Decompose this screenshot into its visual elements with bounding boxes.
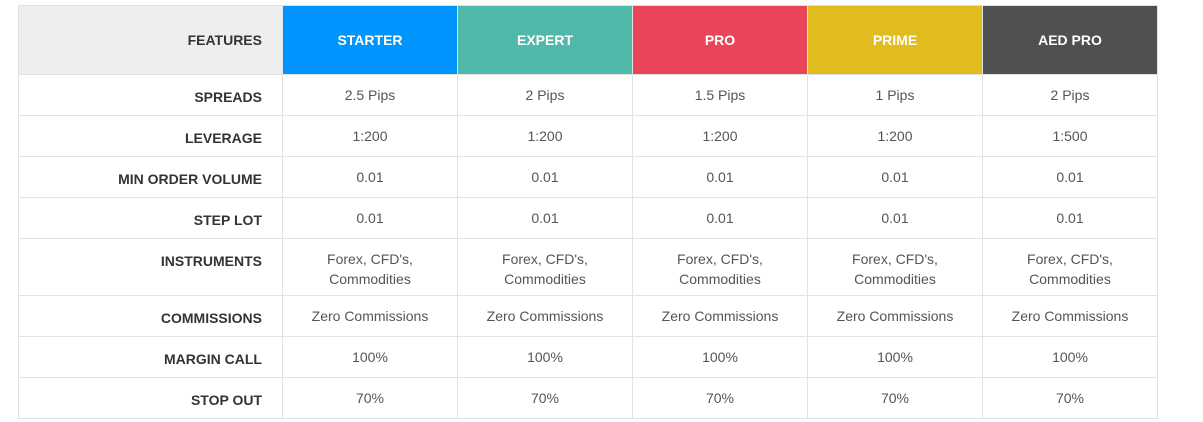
table-cell: Zero Commissions bbox=[982, 295, 1158, 337]
table-cell: 0.01 bbox=[982, 197, 1158, 239]
table-cell: Forex, CFD's, Commodities bbox=[282, 238, 458, 296]
table-cell: 0.01 bbox=[807, 156, 983, 198]
table-cell: 70% bbox=[457, 377, 633, 419]
table-cell: 70% bbox=[807, 377, 983, 419]
row-label: MIN ORDER VOLUME bbox=[18, 156, 283, 198]
plan-header-aed-pro: AED PRO bbox=[982, 5, 1158, 75]
features-header: FEATURES bbox=[18, 5, 283, 75]
table-cell: Zero Commissions bbox=[632, 295, 808, 337]
table-cell: 0.01 bbox=[807, 197, 983, 239]
table-cell: 2 Pips bbox=[457, 74, 633, 116]
row-label: STEP LOT bbox=[18, 197, 283, 239]
row-leverage: LEVERAGE 1:200 1:200 1:200 1:200 1:500 bbox=[18, 115, 1158, 157]
table-cell: Zero Commissions bbox=[807, 295, 983, 337]
table-cell: 100% bbox=[982, 336, 1158, 378]
table-cell: Forex, CFD's, Commodities bbox=[632, 238, 808, 296]
table-cell: Forex, CFD's, Commodities bbox=[807, 238, 983, 296]
table-cell: Forex, CFD's, Commodities bbox=[457, 238, 633, 296]
table-cell: 100% bbox=[632, 336, 808, 378]
table-cell: 0.01 bbox=[457, 197, 633, 239]
plan-header-pro: PRO bbox=[632, 5, 808, 75]
table-cell: 2.5 Pips bbox=[282, 74, 458, 116]
row-label: INSTRUMENTS bbox=[18, 238, 283, 296]
table-cell: 0.01 bbox=[282, 197, 458, 239]
table-cell: 1:200 bbox=[807, 115, 983, 157]
table-cell: 0.01 bbox=[457, 156, 633, 198]
row-label: STOP OUT bbox=[18, 377, 283, 419]
table-cell: Zero Commissions bbox=[282, 295, 458, 337]
table-cell: 100% bbox=[457, 336, 633, 378]
table-cell: 1:200 bbox=[632, 115, 808, 157]
table-cell: 1:500 bbox=[982, 115, 1158, 157]
row-commissions: COMMISSIONS Zero Commissions Zero Commis… bbox=[18, 295, 1158, 337]
table-cell: 1.5 Pips bbox=[632, 74, 808, 116]
table-header-row: FEATURES STARTER EXPERT PRO PRIME AED PR… bbox=[18, 5, 1158, 75]
row-label: LEVERAGE bbox=[18, 115, 283, 157]
account-comparison-table: FEATURES STARTER EXPERT PRO PRIME AED PR… bbox=[18, 5, 1158, 419]
row-margin-call: MARGIN CALL 100% 100% 100% 100% 100% bbox=[18, 336, 1158, 378]
table-cell: 100% bbox=[807, 336, 983, 378]
table-cell: 0.01 bbox=[632, 197, 808, 239]
row-min-order-volume: MIN ORDER VOLUME 0.01 0.01 0.01 0.01 0.0… bbox=[18, 156, 1158, 198]
plan-header-starter: STARTER bbox=[282, 5, 458, 75]
table-cell: 0.01 bbox=[282, 156, 458, 198]
table-cell: 70% bbox=[632, 377, 808, 419]
row-stop-out: STOP OUT 70% 70% 70% 70% 70% bbox=[18, 377, 1158, 419]
table-cell: 1 Pips bbox=[807, 74, 983, 116]
plan-header-prime: PRIME bbox=[807, 5, 983, 75]
table-cell: 70% bbox=[982, 377, 1158, 419]
table-cell: 2 Pips bbox=[982, 74, 1158, 116]
row-instruments: INSTRUMENTS Forex, CFD's, Commodities Fo… bbox=[18, 238, 1158, 296]
table-cell: 1:200 bbox=[457, 115, 633, 157]
table-cell: 70% bbox=[282, 377, 458, 419]
plan-header-expert: EXPERT bbox=[457, 5, 633, 75]
row-label: MARGIN CALL bbox=[18, 336, 283, 378]
table-cell: Forex, CFD's, Commodities bbox=[982, 238, 1158, 296]
row-step-lot: STEP LOT 0.01 0.01 0.01 0.01 0.01 bbox=[18, 197, 1158, 239]
table-cell: 100% bbox=[282, 336, 458, 378]
table-cell: 0.01 bbox=[632, 156, 808, 198]
row-spreads: SPREADS 2.5 Pips 2 Pips 1.5 Pips 1 Pips … bbox=[18, 74, 1158, 116]
table-cell: Zero Commissions bbox=[457, 295, 633, 337]
row-label: SPREADS bbox=[18, 74, 283, 116]
table-cell: 1:200 bbox=[282, 115, 458, 157]
row-label: COMMISSIONS bbox=[18, 295, 283, 337]
table-cell: 0.01 bbox=[982, 156, 1158, 198]
comparison-table: FEATURES STARTER EXPERT PRO PRIME AED PR… bbox=[18, 5, 1158, 419]
